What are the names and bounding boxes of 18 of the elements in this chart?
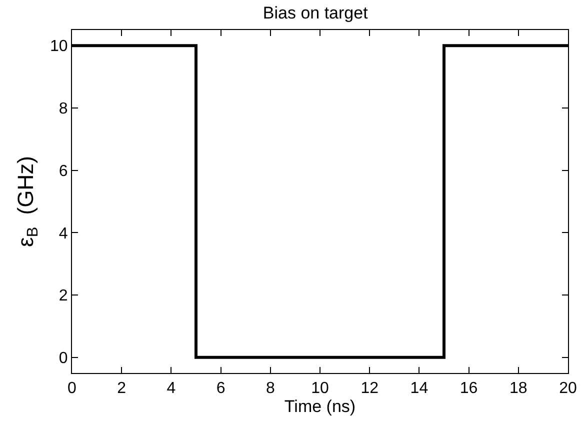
x-tick-label: 8 [266, 380, 275, 398]
chart-title: Bias on target [262, 3, 368, 22]
y-tick-label: 0 [58, 350, 68, 368]
x-tick-label: 10 [311, 380, 329, 398]
x-tick-label: 18 [510, 380, 528, 398]
x-tick-label: 20 [559, 380, 577, 398]
y-tick-label: 2 [58, 288, 68, 305]
x-tick-label: 6 [216, 380, 226, 398]
x-tick-label: 12 [360, 380, 379, 398]
x-tick-label: 4 [166, 380, 176, 398]
x-tick-label: 14 [410, 380, 428, 398]
y-tick-label: 4 [58, 225, 68, 242]
x-axis-title: Time (ns) [284, 397, 356, 416]
x-tick-label: 16 [460, 380, 478, 398]
y-tick-label: 8 [58, 100, 68, 118]
x-tick-label: 2 [117, 380, 126, 398]
y-tick-label: 6 [58, 162, 68, 180]
y-tick-label: 10 [50, 38, 68, 56]
